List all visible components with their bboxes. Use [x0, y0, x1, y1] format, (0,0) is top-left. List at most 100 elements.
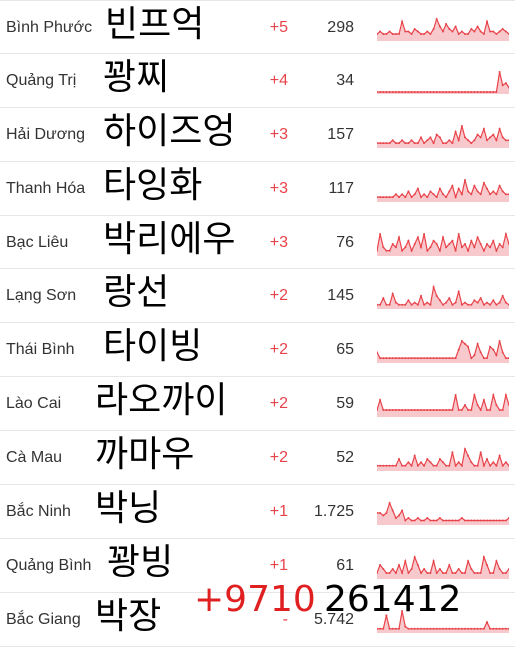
- sparkline-point: [504, 30, 507, 33]
- sparkline-point: [504, 81, 507, 84]
- sparkline-point: [442, 30, 444, 33]
- sparkline-point: [407, 239, 410, 242]
- sparkline-point: [391, 567, 394, 570]
- sparkline-point: [432, 192, 435, 195]
- table-row[interactable]: Bình Phước 빈프억 +5 298: [0, 0, 515, 54]
- sparkline-point: [476, 464, 479, 467]
- overlay-new-cases-text: +9710: [194, 579, 316, 620]
- table-row[interactable]: Lạng Sơn 랑선 +2 145: [0, 269, 515, 324]
- table-row[interactable]: Cà Mau 까마우 +2 52: [0, 431, 515, 486]
- sparkline-point: [467, 627, 470, 630]
- sparkline-point: [482, 249, 485, 252]
- sparkline-point: [482, 519, 485, 522]
- sparkline-point: [401, 357, 404, 360]
- sparkline-point: [476, 90, 479, 93]
- sparkline-point: [479, 351, 482, 354]
- sparkline-point: [379, 563, 382, 566]
- sparkline-point: [489, 409, 492, 412]
- sparkline-point: [501, 409, 504, 412]
- sparkline-point: [410, 464, 413, 467]
- sparkline-chart: [377, 554, 509, 579]
- sparkline-point: [457, 567, 460, 570]
- total-cases: 157: [327, 125, 354, 143]
- sparkline-line: [377, 392, 509, 412]
- sparkline-chart: [377, 609, 509, 633]
- sparkline-point: [416, 563, 419, 566]
- sparkline-point: [413, 141, 416, 144]
- sparkline-point: [473, 299, 476, 302]
- province-name: Bắc Giang: [6, 610, 81, 628]
- sparkline-point: [435, 464, 438, 467]
- sparkline-point: [410, 357, 413, 360]
- table-row[interactable]: Thanh Hóa 타잉화 +3 117: [0, 162, 515, 216]
- sparkline-point: [479, 451, 482, 454]
- sparkline-point: [501, 84, 504, 87]
- sparkline-point: [426, 571, 429, 574]
- sparkline-point: [388, 409, 391, 412]
- sparkline-point: [460, 409, 463, 412]
- sparkline-point: [391, 627, 394, 630]
- sparkline-point: [435, 90, 438, 93]
- sparkline-point: [382, 245, 385, 248]
- sparkline-point: [470, 461, 473, 464]
- sparkline-point: [457, 519, 460, 522]
- sparkline-point: [385, 571, 388, 574]
- sparkline-point: [438, 249, 441, 252]
- sparkline-point: [377, 304, 378, 307]
- table-row[interactable]: Thái Bình 타이빙 +2 65: [0, 323, 515, 378]
- sparkline-point: [454, 394, 457, 397]
- total-cases: 1.725: [313, 503, 354, 521]
- sparkline-point: [492, 394, 495, 397]
- sparkline-point: [482, 399, 485, 402]
- sparkline-point: [435, 627, 438, 630]
- sparkline-point: [388, 502, 391, 505]
- table-row[interactable]: Bạc Liêu 박리에우 +3 76: [0, 216, 515, 270]
- sparkline-point: [401, 139, 404, 142]
- sparkline-point: [420, 357, 422, 360]
- table-row[interactable]: Bắc Ninh 박닝 +1 1.725: [0, 485, 515, 539]
- province-name-korean: 꽝빙: [107, 541, 174, 583]
- sparkline-point: [426, 139, 429, 142]
- sparkline-point: [438, 136, 441, 139]
- sparkline-point: [504, 571, 507, 574]
- sparkline-point: [457, 33, 460, 35]
- sparkline-point: [501, 351, 504, 354]
- sparkline-point: [492, 348, 495, 351]
- sparkline-point: [442, 90, 444, 93]
- sparkline-point: [445, 409, 448, 412]
- sparkline-point: [498, 519, 501, 522]
- sparkline-point: [394, 409, 397, 412]
- sparkline-chart: [377, 447, 509, 472]
- table-row[interactable]: Bắc Giang 박장 - 5.742: [0, 593, 515, 647]
- sparkline-point: [451, 90, 454, 93]
- province-name: Bắc Ninh: [6, 503, 71, 521]
- new-cases-delta: +2: [269, 395, 288, 413]
- sparkline-area: [377, 395, 509, 418]
- sparkline-point: [404, 357, 407, 360]
- total-cases: 76: [336, 233, 354, 251]
- sparkline-point: [482, 555, 485, 558]
- table-row[interactable]: Quảng Bình 꽝빙 +1 61: [0, 539, 515, 593]
- sparkline-point: [454, 90, 457, 93]
- sparkline-point: [454, 357, 457, 360]
- table-row[interactable]: Hải Dương 하이즈엉 +3 157: [0, 108, 515, 162]
- sparkline-point: [498, 567, 501, 570]
- sparkline-point: [470, 90, 473, 93]
- table-row[interactable]: Lào Cai 라오까이 +2 59: [0, 377, 515, 432]
- sparkline-point: [486, 458, 488, 461]
- sparkline-point: [438, 357, 441, 360]
- sparkline-point: [394, 90, 397, 93]
- sparkline-point: [495, 192, 498, 195]
- sparkline-point: [420, 571, 422, 574]
- total-cases: 61: [336, 556, 354, 574]
- sparkline-point: [504, 357, 507, 360]
- new-cases-delta: -: [282, 610, 288, 628]
- table-row[interactable]: Quảng Trị 꽝찌 +4 34: [0, 54, 515, 108]
- sparkline-point: [388, 304, 391, 307]
- sparkline-point: [413, 409, 416, 412]
- sparkline-point: [442, 357, 444, 360]
- total-cases: 5.742: [313, 610, 354, 628]
- sparkline-point: [476, 343, 479, 346]
- sparkline-point: [451, 30, 454, 33]
- sparkline-point: [501, 627, 504, 630]
